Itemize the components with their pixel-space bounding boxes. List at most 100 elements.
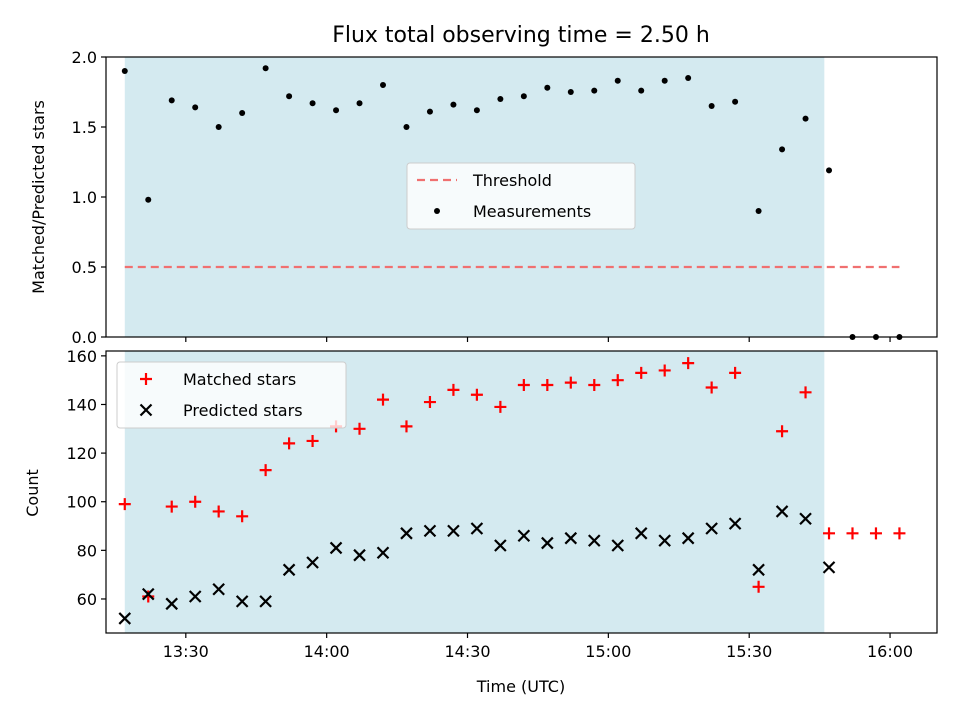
predicted-star-point xyxy=(376,546,390,560)
matched-star-point xyxy=(893,527,906,540)
matched-star-point xyxy=(400,420,413,433)
measurement-point xyxy=(473,107,480,114)
predicted-star-point xyxy=(306,556,319,569)
matched-star-point xyxy=(823,527,836,540)
matched-star-point xyxy=(447,383,460,396)
matched-star-point xyxy=(306,434,319,447)
legend-matched-swatch xyxy=(140,373,152,385)
predicted-star-point xyxy=(611,539,625,552)
x-tick-label: 13:30 xyxy=(163,642,209,661)
matched-star-point xyxy=(189,495,202,508)
predicted-star-point xyxy=(705,522,718,535)
predicted-star-point xyxy=(118,612,132,625)
matched-star-point xyxy=(423,396,436,409)
predicted-star-point xyxy=(494,539,507,552)
x-tick-label: 15:30 xyxy=(726,642,772,661)
matched-star-point xyxy=(353,422,366,435)
matched-star-point xyxy=(541,379,554,392)
measurement-point xyxy=(638,87,645,94)
measurement-point xyxy=(520,93,527,100)
predicted-star-point xyxy=(165,597,179,611)
y-axis-label-count: Count xyxy=(23,469,42,517)
measurement-point xyxy=(426,108,433,115)
legend-measurements-swatch xyxy=(434,208,440,214)
matched-star-point xyxy=(118,498,131,511)
y-tick-label: 120 xyxy=(66,444,97,463)
y-tick-label: 1.5 xyxy=(72,118,97,137)
ratio-panel: 0.0 0.5 1.0 1.5 2.0 Threshold Measurements xyxy=(72,48,938,347)
measurement-point xyxy=(497,96,504,102)
y-tick-label: 100 xyxy=(66,493,97,512)
matched-star-point xyxy=(165,500,178,513)
legend-predicted-label: Predicted stars xyxy=(183,401,303,420)
chart-title: Flux total observing time = 2.50 h xyxy=(332,23,710,48)
measurement-point xyxy=(802,115,809,122)
matched-star-point xyxy=(494,400,507,413)
y-tick-label: 140 xyxy=(66,395,97,414)
predicted-star-point xyxy=(658,534,671,547)
matched-star-point xyxy=(776,425,789,438)
y-axis-label-ratio: Matched/Predicted stars xyxy=(29,100,48,294)
matched-star-point xyxy=(682,357,695,370)
measurement-point xyxy=(544,84,551,91)
matched-star-point xyxy=(658,364,671,377)
matched-star-point xyxy=(564,376,577,389)
predicted-star-point xyxy=(634,527,648,540)
measurement-point xyxy=(262,65,269,72)
measurement-point xyxy=(192,104,199,111)
measurement-point xyxy=(380,82,386,88)
predicted-star-point xyxy=(235,595,249,608)
measurement-point xyxy=(661,77,668,84)
predicted-star-point xyxy=(728,517,742,530)
measurement-point xyxy=(286,93,293,100)
y-tick-label: 80 xyxy=(77,541,97,560)
measurement-point xyxy=(215,124,222,130)
predicted-star-point xyxy=(822,561,836,574)
predicted-star-point xyxy=(681,531,695,545)
y-tick-label: 1.0 xyxy=(72,188,97,207)
predicted-star-point xyxy=(752,563,765,577)
predicted-star-point xyxy=(517,529,531,543)
y-tick-label: 160 xyxy=(66,347,97,366)
matched-star-point xyxy=(283,437,296,450)
matched-star-point xyxy=(212,505,225,518)
measurement-point xyxy=(732,98,739,105)
matched-star-point xyxy=(377,393,389,406)
predicted-star-point xyxy=(799,512,812,526)
x-axis-label: Time (UTC) xyxy=(476,677,565,696)
matched-star-point xyxy=(588,379,601,392)
predicted-star-point xyxy=(470,522,484,535)
legend-measurements-label: Measurements xyxy=(473,202,591,221)
measurement-point xyxy=(708,103,715,109)
measurement-point xyxy=(685,75,692,81)
matched-star-point xyxy=(869,527,882,540)
y-tick-label: 60 xyxy=(77,590,97,609)
predicted-star-point xyxy=(541,536,554,550)
count-panel: 60 80 100 120 140 160 13:30 14:00 14:30 15:00 15:3… xyxy=(66,347,938,661)
axes-frame xyxy=(105,350,938,634)
x-tick-label: 16:00 xyxy=(867,642,913,661)
y-tick-label: 0.5 xyxy=(72,258,97,277)
x-tick-label: 14:30 xyxy=(444,642,490,661)
matched-star-point xyxy=(259,464,272,477)
predicted-star-point xyxy=(400,527,413,540)
predicted-star-point xyxy=(141,587,155,601)
matched-star-point xyxy=(236,510,249,523)
measurement-point xyxy=(779,146,786,153)
measurement-point xyxy=(567,89,574,95)
matched-star-point xyxy=(846,527,859,540)
legend-predicted-swatch xyxy=(139,403,153,417)
measurement-point xyxy=(239,110,246,116)
predicted-star-point xyxy=(447,524,460,538)
matched-star-point xyxy=(729,366,742,379)
x-tick-label: 14:00 xyxy=(304,642,350,661)
matched-star-point xyxy=(142,590,155,603)
matched-star-point xyxy=(799,386,812,399)
predicted-star-point xyxy=(423,524,437,538)
matched-star-point xyxy=(470,388,483,401)
predicted-star-point xyxy=(353,548,366,562)
y-tick-label: 2.0 xyxy=(72,48,97,67)
y-tick-label: 0.0 xyxy=(72,328,97,347)
predicted-star-point xyxy=(329,541,343,555)
